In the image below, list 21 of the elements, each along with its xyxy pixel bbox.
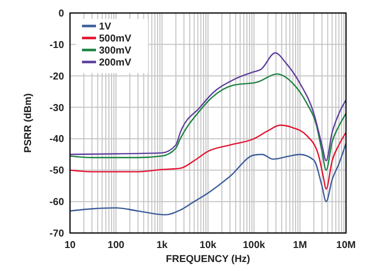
y-tick-label: -40	[50, 134, 64, 146]
y-tick-label: -20	[50, 71, 64, 82]
y-tick-label: -10	[50, 40, 64, 51]
y-tick-label: -70	[50, 228, 64, 240]
x-tick-label: 10M	[336, 240, 356, 251]
x-tick-label: 1M	[293, 240, 307, 251]
x-tick-label: 100	[108, 240, 125, 251]
legend-label: 200mV	[99, 58, 132, 68]
x-tick-label: 100k	[242, 240, 266, 251]
x-tick-label: 1k	[156, 240, 168, 251]
legend-label: 500mV	[99, 34, 132, 44]
y-tick-label: -50	[50, 166, 64, 177]
y-tick-label: -30	[50, 102, 64, 114]
legend-label: 1V	[99, 22, 112, 32]
x-axis-title: FREQUENCY (Hz)	[166, 254, 250, 265]
y-tick-label: 0	[58, 8, 64, 20]
y-axis-title: PSRR (dBm)	[23, 93, 34, 153]
x-tick-label: 10	[64, 240, 76, 251]
y-tick-label: -60	[50, 197, 64, 208]
x-tick-label: 10k	[200, 240, 217, 251]
legend-label: 300mV	[99, 46, 132, 56]
